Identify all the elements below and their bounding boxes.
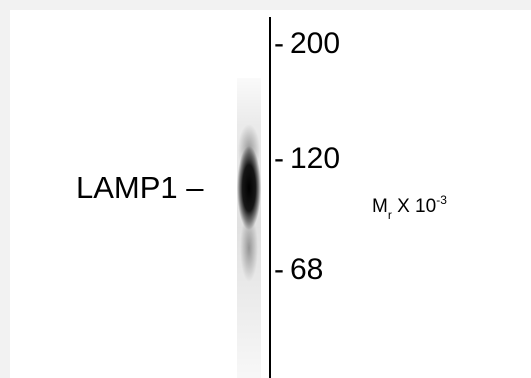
marker-label: 120: [290, 142, 341, 175]
unit-subscript: r: [387, 208, 392, 222]
lamp1-band: [237, 146, 261, 230]
gel-lane: [237, 78, 261, 378]
band-label-lamp1: LAMP1 –: [76, 170, 204, 205]
marker-label: 68: [290, 253, 324, 286]
unit-middle: X 10: [391, 196, 437, 217]
lower-smear: [240, 214, 258, 282]
molecular-weight-unit: Mr X 10-3: [372, 193, 447, 222]
unit-superscript: -3: [436, 193, 447, 207]
marker-tick: -: [274, 253, 284, 286]
marker-tick: -: [274, 27, 284, 60]
marker-axis-line: [269, 17, 271, 378]
marker-tick: -: [274, 142, 284, 175]
marker-120: -120: [274, 139, 340, 179]
marker-68: -68: [274, 250, 323, 290]
marker-200: -200: [274, 24, 340, 64]
unit-base: M: [372, 196, 388, 217]
marker-label: 200: [290, 27, 341, 60]
